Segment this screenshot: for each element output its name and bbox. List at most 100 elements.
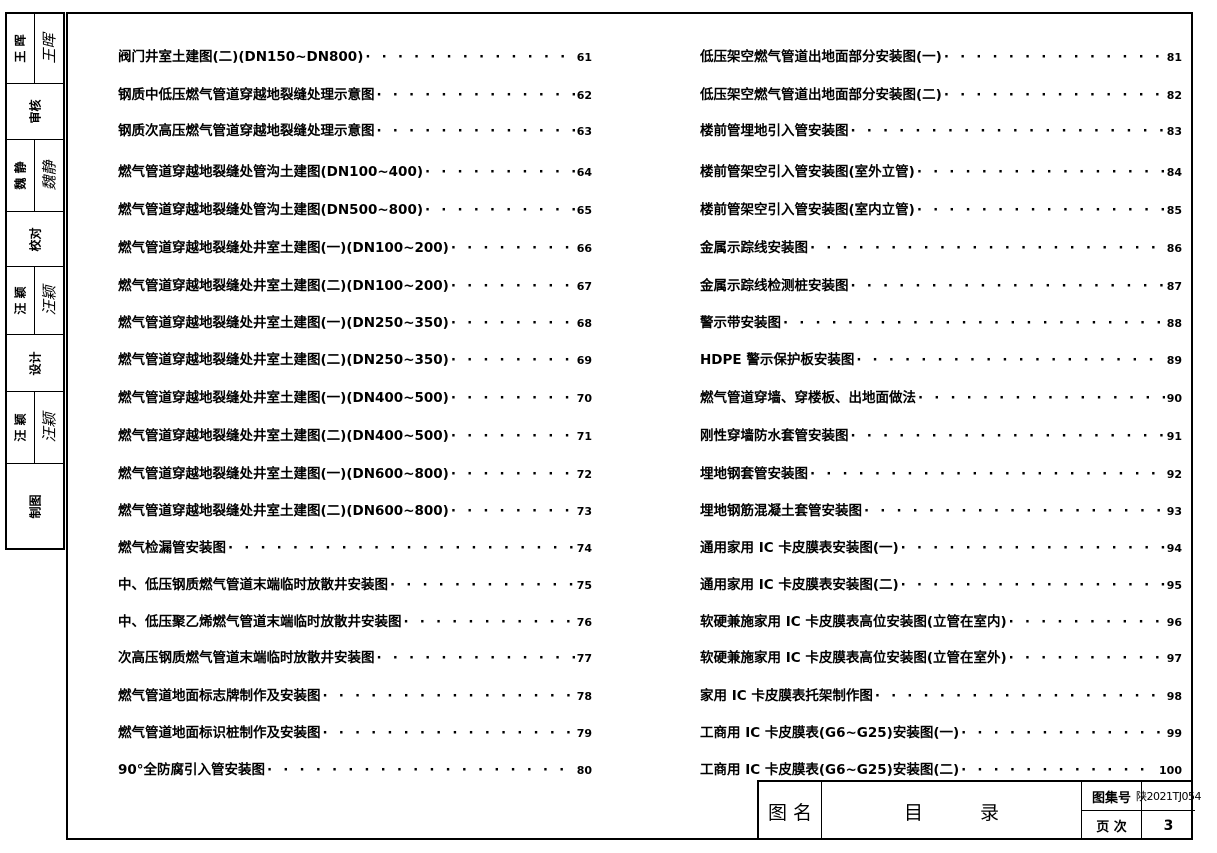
toc-entry: 燃气管道地面标志牌制作及安装图 · · · · · · · · · · · · ·… [118,684,592,704]
toc-entry-title: 楼前管架空引入管安装图(室外立管) [700,164,915,180]
approval-role: 制图 [28,493,43,519]
title-name-label: 图 名 [759,782,822,840]
approval-cell: 王 晖王晖 [7,14,63,84]
toc-entry-page: 77 [576,652,592,665]
toc-entry: 通用家用 IC 卡皮膜表安装图(一) · · · · · · · · · · · … [700,536,1182,556]
toc-entry-page: 87 [1166,280,1182,293]
approval-strip: 王 晖王晖 审核魏 静魏静 校对汪 颖汪颖 设计汪 颖汪颖 制图 [5,12,65,550]
toc-entry-title: 楼前管架空引入管安装图(室内立管) [700,202,915,218]
toc-entry-title: 90°全防腐引入管安装图 [118,762,266,778]
dot-leader: · · · · · · · · · · · · · · · · · · · · … [850,278,1165,294]
dot-leader: · · · · · · · · · · · · · · · · · · · · … [228,540,575,556]
toc-entry-page: 99 [1166,727,1182,740]
toc-entry-page: 90 [1166,392,1182,405]
approval-cell: 魏 静魏静 [7,140,63,212]
toc-entry: 钢质中低压燃气管道穿越地裂缝处理示意图 · · · · · · · · · · ·… [118,83,592,103]
toc-entry-page: 95 [1166,579,1182,592]
toc-entry: 燃气管道穿越地裂缝处井室土建图(一)(DN100~200) · · · · · ·… [118,236,592,256]
dot-leader: · · · · · · · · · · · · · · · · · · · · … [810,466,1165,482]
toc-entry: 燃气管道穿越地裂缝处井室土建图(二)(DN100~200) · · · · · ·… [118,274,592,294]
toc-entry-page: 65 [576,204,592,217]
toc-entry-page: 75 [576,579,592,592]
dot-leader: · · · · · · · · · · · · · · · · · · · · … [450,390,575,406]
toc-entry: 燃气管道穿墙、穿楼板、出地面做法 · · · · · · · · · · · · … [700,386,1182,406]
toc-entry: 燃气检漏管安装图 · · · · · · · · · · · · · · · · … [118,536,592,556]
title-name-value: 目 录 [822,782,1082,840]
toc-entry-page: 100 [1159,764,1182,777]
toc-entry-page: 74 [576,542,592,555]
toc-entry: 燃气管道穿越地裂缝处管沟土建图(DN100~400) · · · · · · · … [118,160,592,180]
toc-entry-title: 埋地钢筋混凝土套管安装图 [700,503,862,519]
dot-leader: · · · · · · · · · · · · · · · · · · · · … [943,49,1165,65]
toc-entry: 阀门井室土建图(二)(DN150~DN800) · · · · · · · · ·… [118,45,592,65]
toc-entry-page: 98 [1166,690,1182,703]
toc-entry: 中、低压聚乙烯燃气管道末端临时放散井安装图 · · · · · · · · · ·… [118,610,592,630]
toc-entry-page: 63 [576,125,592,138]
page-value: 3 [1163,817,1174,834]
toc-entry: 燃气管道穿越地裂缝处井室土建图(一)(DN400~500) · · · · · ·… [118,386,592,406]
toc-entry-title: 燃气管道穿越地裂缝处井室土建图(二)(DN600~800) [118,503,449,519]
toc-entry-title: 警示带安装图 [700,315,781,331]
dot-leader: · · · · · · · · · · · · · · · · · · · · … [856,352,1164,368]
dot-leader: · · · · · · · · · · · · · · · · · · · · … [450,240,575,256]
toc-entry: 次高压钢质燃气管道末端临时放散井安装图 · · · · · · · · · · ·… [118,646,592,666]
toc-entry-title: 钢质次高压燃气管道穿越地裂缝处理示意图 [118,123,375,139]
toc-entry: 埋地钢筋混凝土套管安装图 · · · · · · · · · · · · · · … [700,499,1182,519]
toc-entry: 金属示踪线检测桩安装图 · · · · · · · · · · · · · · ·… [700,274,1182,294]
toc-entry-page: 61 [576,51,592,64]
dot-leader: · · · · · · · · · · · · · · · · · · · · … [900,577,1165,593]
approval-role: 汪 颖 [14,286,28,315]
dot-leader: · · · · · · · · · · · · · · · · · · · · … [961,762,1157,778]
dot-leader: · · · · · · · · · · · · · · · · · · · · … [850,428,1165,444]
toc-entry-page: 80 [576,764,592,777]
toc-entry: 刚性穿墙防水套管安装图 · · · · · · · · · · · · · · ·… [700,424,1182,444]
dot-leader: · · · · · · · · · · · · · · · · · · · · … [1008,650,1165,666]
toc-entry-title: 燃气管道穿墙、穿楼板、出地面做法 [700,390,916,406]
toc-entry-title: 燃气管道穿越地裂缝处管沟土建图(DN500~800) [118,202,424,218]
toc-entry: 燃气管道穿越地裂缝处管沟土建图(DN500~800) · · · · · · · … [118,198,592,218]
dot-leader: · · · · · · · · · · · · · · · · · · · · … [365,49,574,65]
toc-entry: HDPE 警示保护板安装图 · · · · · · · · · · · · · ·… [700,348,1182,368]
atlas-number-value: 陕2021TJ054 [1136,782,1201,811]
toc-entry-title: 燃气管道穿越地裂缝处井室土建图(二)(DN250~350) [118,352,449,368]
toc-entry-page: 72 [576,468,592,481]
toc-entry-page: 91 [1166,430,1182,443]
toc-entry: 工商用 IC 卡皮膜表(G6~G25)安装图(一) · · · · · · · ·… [700,721,1182,741]
dot-leader: · · · · · · · · · · · · · · · · · · · · … [900,540,1165,556]
approval-role: 设计 [28,350,43,376]
toc-entry-page: 92 [1166,468,1182,481]
toc-entry-page: 67 [576,280,592,293]
toc-entry: 燃气管道穿越地裂缝处井室土建图(二)(DN600~800) · · · · · ·… [118,499,592,519]
dot-leader: · · · · · · · · · · · · · · · · · · · · … [376,123,575,139]
toc-entry: 90°全防腐引入管安装图 · · · · · · · · · · · · · · … [118,758,592,778]
toc-entry-title: 钢质中低压燃气管道穿越地裂缝处理示意图 [118,87,375,103]
dot-leader: · · · · · · · · · · · · · · · · · · · · … [1008,614,1165,630]
signature: 王晖 [40,33,59,64]
dot-leader: · · · · · · · · · · · · · · · · · · · · … [450,503,575,519]
approval-role: 魏 静 [14,161,28,190]
toc-entry: 家用 IC 卡皮膜表托架制作图 · · · · · · · · · · · · ·… [700,684,1182,704]
toc-entry: 楼前管架空引入管安装图(室内立管) · · · · · · · · · · · ·… [700,198,1182,218]
toc-entry-page: 84 [1166,166,1182,179]
dot-leader: · · · · · · · · · · · · · · · · · · · · … [450,466,575,482]
toc-entry-page: 62 [576,89,592,102]
toc-entry-title: 燃气管道穿越地裂缝处井室土建图(一)(DN600~800) [118,466,449,482]
toc-entry-page: 73 [576,505,592,518]
signature: 魏静 [40,160,59,191]
approval-role: 王 晖 [14,34,28,63]
dot-leader: · · · · · · · · · · · · · · · · · · · · … [322,688,575,704]
toc-entry-title: 金属示踪线安装图 [700,240,808,256]
toc-entry-page: 85 [1166,204,1182,217]
toc-entry-title: 中、低压聚乙烯燃气管道末端临时放散井安装图 [118,614,402,630]
toc-entry: 燃气管道穿越地裂缝处井室土建图(二)(DN250~350) · · · · · ·… [118,348,592,368]
toc-entry: 软硬兼施家用 IC 卡皮膜表高位安装图(立管在室外) · · · · · · · … [700,646,1182,666]
toc-entry: 燃气管道穿越地裂缝处井室土建图(二)(DN400~500) · · · · · ·… [118,424,592,444]
dot-leader: · · · · · · · · · · · · · · · · · · · · … [850,123,1165,139]
toc-entry: 低压架空燃气管道出地面部分安装图(一) · · · · · · · · · · ·… [700,45,1182,65]
toc-entry-title: 低压架空燃气管道出地面部分安装图(二) [700,87,942,103]
toc-entry-title: 低压架空燃气管道出地面部分安装图(一) [700,49,942,65]
toc-entry-page: 79 [576,727,592,740]
toc-entry-title: 软硬兼施家用 IC 卡皮膜表高位安装图(立管在室内) [700,614,1007,630]
toc-entry: 燃气管道地面标识桩制作及安装图 · · · · · · · · · · · · ·… [118,721,592,741]
dot-leader: · · · · · · · · · · · · · · · · · · · · … [918,390,1165,406]
